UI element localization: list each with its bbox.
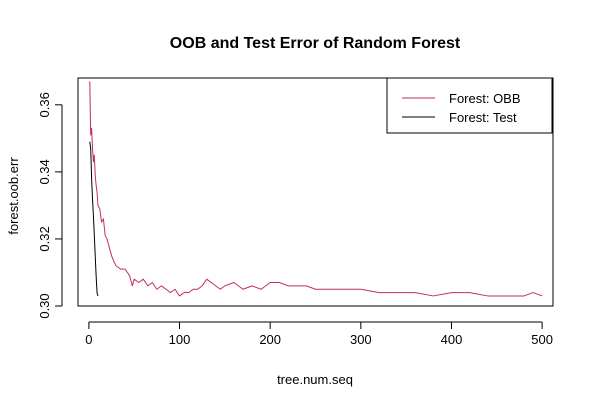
x-axis: 0 100 200 300 400 500 — [85, 321, 553, 347]
x-tick-label: 0 — [85, 332, 92, 347]
y-tick-label: 0.36 — [37, 92, 52, 117]
x-tick-label: 500 — [531, 332, 553, 347]
y-tick-label: 0.30 — [37, 293, 52, 318]
chart-title: OOB and Test Error of Random Forest — [170, 35, 461, 52]
series-layer — [89, 81, 543, 297]
x-tick-label: 100 — [169, 332, 191, 347]
legend-box — [386, 77, 553, 134]
y-tick-label: 0.34 — [37, 159, 52, 184]
plot-area-frame — [77, 77, 554, 307]
y-tick-label: 0.32 — [37, 226, 52, 251]
series-line-test — [89, 141, 99, 297]
legend-label-oob: Forest: OBB — [449, 91, 521, 106]
x-axis-label: tree.num.seq — [277, 372, 353, 387]
x-tick-label: 300 — [350, 332, 372, 347]
legend: Forest: OBB Forest: Test — [386, 77, 553, 134]
y-axis: 0.30 0.32 0.34 0.36 — [37, 92, 63, 319]
series-line-oob — [89, 81, 543, 297]
x-tick-label: 200 — [259, 332, 281, 347]
x-tick-label: 400 — [441, 332, 463, 347]
legend-label-test: Forest: Test — [449, 110, 517, 125]
y-axis-label: forest.oob.err — [6, 157, 21, 235]
